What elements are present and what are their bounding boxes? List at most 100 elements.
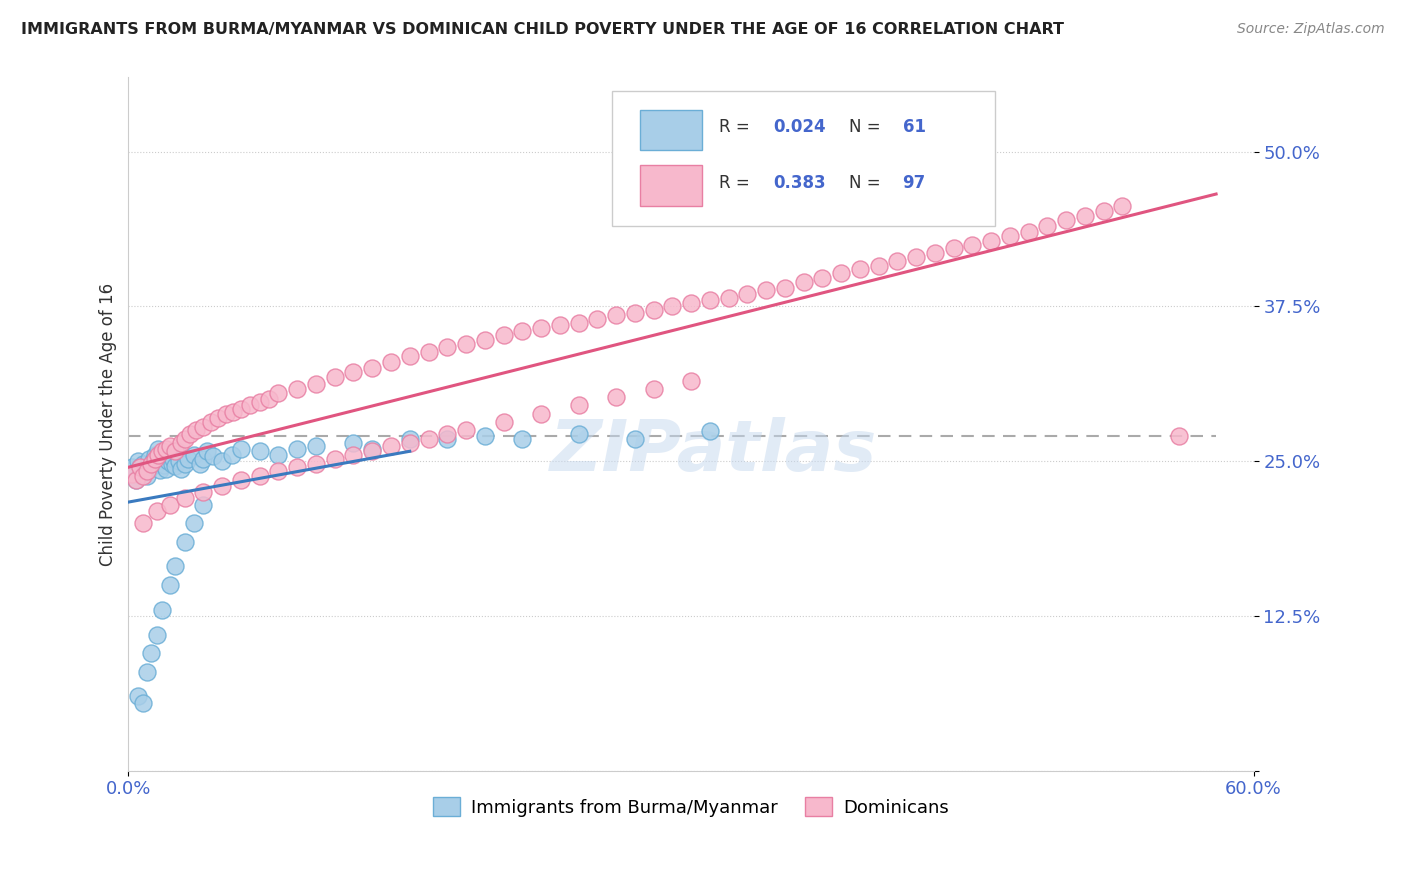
Text: N =: N = [849, 174, 886, 192]
FancyBboxPatch shape [640, 110, 702, 150]
Point [173, 491, 195, 506]
Point [567, 399, 589, 413]
Point [165, 444, 187, 458]
Point [173, 432, 195, 446]
Point [239, 399, 262, 413]
Point [305, 457, 328, 471]
Point [143, 451, 166, 466]
Point [143, 448, 166, 462]
Point [139, 457, 162, 471]
Point [148, 442, 170, 456]
Point [150, 451, 173, 466]
Point [165, 559, 187, 574]
Point [160, 457, 183, 471]
Point [136, 464, 159, 478]
Point [132, 516, 155, 530]
Point [285, 442, 308, 456]
Point [183, 516, 205, 530]
FancyBboxPatch shape [612, 91, 995, 227]
Point [131, 467, 153, 481]
Point [229, 402, 252, 417]
Point [548, 318, 571, 332]
Point [418, 432, 440, 446]
Point [436, 432, 458, 446]
Point [623, 306, 645, 320]
Point [257, 392, 280, 407]
Point [679, 295, 702, 310]
Point [623, 432, 645, 446]
Point [177, 451, 200, 466]
Point [229, 473, 252, 487]
Point [145, 627, 167, 641]
Point [211, 479, 233, 493]
Point [717, 291, 740, 305]
Point [737, 287, 759, 301]
Point [849, 262, 872, 277]
Point [699, 425, 721, 439]
Point [1167, 429, 1189, 443]
Point [267, 386, 290, 401]
Point [170, 461, 193, 475]
Point [150, 444, 173, 458]
Point [886, 253, 908, 268]
Point [755, 284, 778, 298]
Point [142, 454, 165, 468]
Point [793, 275, 815, 289]
Text: IMMIGRANTS FROM BURMA/MYANMAR VS DOMINICAN CHILD POVERTY UNDER THE AGE OF 16 COR: IMMIGRANTS FROM BURMA/MYANMAR VS DOMINIC… [21, 22, 1064, 37]
Point [207, 410, 229, 425]
Point [128, 460, 150, 475]
Point [149, 463, 172, 477]
Point [1036, 219, 1059, 233]
Point [183, 448, 205, 462]
Point [145, 457, 167, 471]
Point [398, 349, 420, 363]
Point [567, 427, 589, 442]
Point [222, 405, 245, 419]
Point [159, 578, 181, 592]
Point [134, 464, 156, 478]
Point [132, 696, 155, 710]
Point [962, 237, 984, 252]
Point [148, 448, 170, 462]
Point [342, 435, 364, 450]
Text: Source: ZipAtlas.com: Source: ZipAtlas.com [1237, 22, 1385, 37]
Point [249, 469, 271, 483]
Point [699, 293, 721, 308]
Point [249, 444, 271, 458]
Point [121, 467, 143, 481]
Point [132, 469, 155, 483]
Point [193, 419, 215, 434]
Point [188, 457, 211, 471]
Point [127, 454, 149, 468]
Point [173, 457, 195, 471]
Point [127, 690, 149, 704]
Point [361, 442, 384, 456]
Point [184, 423, 207, 437]
Point [924, 246, 946, 260]
Point [173, 534, 195, 549]
Text: 0.024: 0.024 [773, 119, 825, 136]
Point [436, 340, 458, 354]
Point [342, 448, 364, 462]
Point [162, 451, 184, 466]
Point [361, 444, 384, 458]
Point [868, 259, 890, 273]
Point [492, 415, 515, 429]
Point [285, 383, 308, 397]
Point [510, 324, 533, 338]
Point [156, 454, 179, 468]
Point [145, 504, 167, 518]
Point [221, 448, 243, 462]
Point [323, 370, 346, 384]
Point [643, 383, 665, 397]
Point [510, 432, 533, 446]
Point [905, 250, 928, 264]
Point [193, 485, 215, 500]
Point [122, 467, 145, 481]
Point [167, 454, 190, 468]
Point [132, 457, 155, 471]
Legend: Immigrants from Burma/Myanmar, Dominicans: Immigrants from Burma/Myanmar, Dominican… [426, 790, 956, 824]
Point [179, 427, 201, 442]
Point [586, 311, 609, 326]
FancyBboxPatch shape [640, 166, 702, 206]
